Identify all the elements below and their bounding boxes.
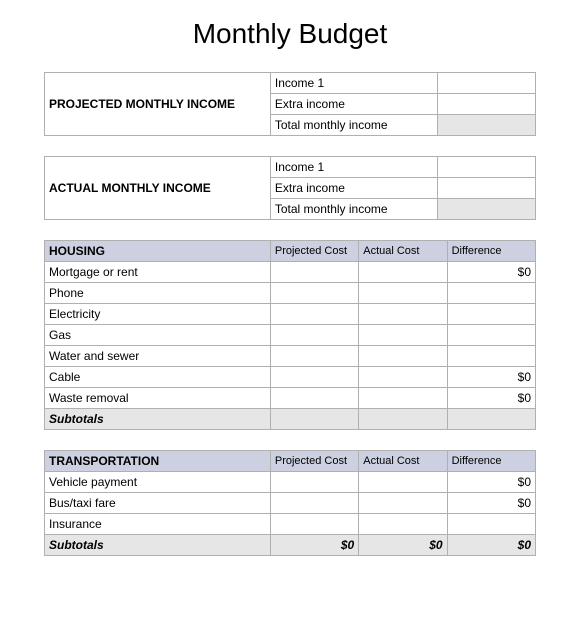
table-row: Mortgage or rent $0 <box>45 262 536 283</box>
col-actual: Actual Cost <box>359 451 447 472</box>
section-title: HOUSING <box>45 241 271 262</box>
difference-cell: $0 <box>447 388 535 409</box>
income-field-label: Total monthly income <box>270 115 437 136</box>
difference-cell <box>447 325 535 346</box>
transportation-table: TRANSPORTATION Projected Cost Actual Cos… <box>44 450 536 556</box>
table-row: ACTUAL MONTHLY INCOME Income 1 <box>45 157 536 178</box>
actual-cell[interactable] <box>359 514 447 535</box>
page-title: Monthly Budget <box>44 18 536 50</box>
income-field-label: Extra income <box>270 94 437 115</box>
item-name: Gas <box>45 325 271 346</box>
section-title: TRANSPORTATION <box>45 451 271 472</box>
housing-table: HOUSING Projected Cost Actual Cost Diffe… <box>44 240 536 430</box>
actual-cell[interactable] <box>359 388 447 409</box>
subtotal-actual: $0 <box>359 535 447 556</box>
income-value-cell[interactable] <box>437 94 535 115</box>
subtotal-label: Subtotals <box>45 535 271 556</box>
difference-cell <box>447 514 535 535</box>
item-name: Bus/taxi fare <box>45 493 271 514</box>
item-name: Phone <box>45 283 271 304</box>
difference-cell <box>447 283 535 304</box>
table-row: Phone <box>45 283 536 304</box>
income-value-cell[interactable] <box>437 178 535 199</box>
item-name: Electricity <box>45 304 271 325</box>
table-row: Insurance <box>45 514 536 535</box>
actual-cell[interactable] <box>359 346 447 367</box>
item-name: Mortgage or rent <box>45 262 271 283</box>
difference-cell: $0 <box>447 367 535 388</box>
col-difference: Difference <box>447 451 535 472</box>
col-projected: Projected Cost <box>270 241 358 262</box>
actual-cell[interactable] <box>359 472 447 493</box>
projected-cell[interactable] <box>270 325 358 346</box>
projected-cell[interactable] <box>270 388 358 409</box>
actual-cell[interactable] <box>359 283 447 304</box>
projected-income-label: PROJECTED MONTHLY INCOME <box>45 73 271 136</box>
actual-cell[interactable] <box>359 325 447 346</box>
table-row: Bus/taxi fare $0 <box>45 493 536 514</box>
actual-cell[interactable] <box>359 262 447 283</box>
income-field-label: Income 1 <box>270 73 437 94</box>
table-row: Water and sewer <box>45 346 536 367</box>
difference-cell: $0 <box>447 472 535 493</box>
subtotal-label: Subtotals <box>45 409 271 430</box>
actual-income-table: ACTUAL MONTHLY INCOME Income 1 Extra inc… <box>44 156 536 220</box>
actual-cell[interactable] <box>359 304 447 325</box>
subtotal-projected <box>270 409 358 430</box>
income-field-label: Extra income <box>270 178 437 199</box>
budget-page: Monthly Budget PROJECTED MONTHLY INCOME … <box>0 0 580 606</box>
income-total-cell <box>437 199 535 220</box>
income-value-cell[interactable] <box>437 157 535 178</box>
item-name: Cable <box>45 367 271 388</box>
table-row: Vehicle payment $0 <box>45 472 536 493</box>
projected-cell[interactable] <box>270 472 358 493</box>
income-field-label: Total monthly income <box>270 199 437 220</box>
table-row: Electricity <box>45 304 536 325</box>
table-row: Gas <box>45 325 536 346</box>
col-projected: Projected Cost <box>270 451 358 472</box>
income-total-cell <box>437 115 535 136</box>
table-row: PROJECTED MONTHLY INCOME Income 1 <box>45 73 536 94</box>
subtotal-difference <box>447 409 535 430</box>
projected-cell[interactable] <box>270 367 358 388</box>
actual-income-label: ACTUAL MONTHLY INCOME <box>45 157 271 220</box>
subtotal-projected: $0 <box>270 535 358 556</box>
section-header-row: HOUSING Projected Cost Actual Cost Diffe… <box>45 241 536 262</box>
table-row: Cable $0 <box>45 367 536 388</box>
col-difference: Difference <box>447 241 535 262</box>
item-name: Vehicle payment <box>45 472 271 493</box>
income-value-cell[interactable] <box>437 73 535 94</box>
income-field-label: Income 1 <box>270 157 437 178</box>
projected-cell[interactable] <box>270 493 358 514</box>
actual-cell[interactable] <box>359 367 447 388</box>
difference-cell <box>447 346 535 367</box>
actual-cell[interactable] <box>359 493 447 514</box>
projected-income-table: PROJECTED MONTHLY INCOME Income 1 Extra … <box>44 72 536 136</box>
difference-cell: $0 <box>447 262 535 283</box>
col-actual: Actual Cost <box>359 241 447 262</box>
table-row: Waste removal $0 <box>45 388 536 409</box>
projected-cell[interactable] <box>270 514 358 535</box>
difference-cell <box>447 304 535 325</box>
difference-cell: $0 <box>447 493 535 514</box>
projected-cell[interactable] <box>270 304 358 325</box>
section-header-row: TRANSPORTATION Projected Cost Actual Cos… <box>45 451 536 472</box>
item-name: Water and sewer <box>45 346 271 367</box>
item-name: Insurance <box>45 514 271 535</box>
subtotal-difference: $0 <box>447 535 535 556</box>
projected-cell[interactable] <box>270 283 358 304</box>
subtotal-row: Subtotals <box>45 409 536 430</box>
projected-cell[interactable] <box>270 346 358 367</box>
subtotal-actual <box>359 409 447 430</box>
item-name: Waste removal <box>45 388 271 409</box>
subtotal-row: Subtotals $0 $0 $0 <box>45 535 536 556</box>
projected-cell[interactable] <box>270 262 358 283</box>
